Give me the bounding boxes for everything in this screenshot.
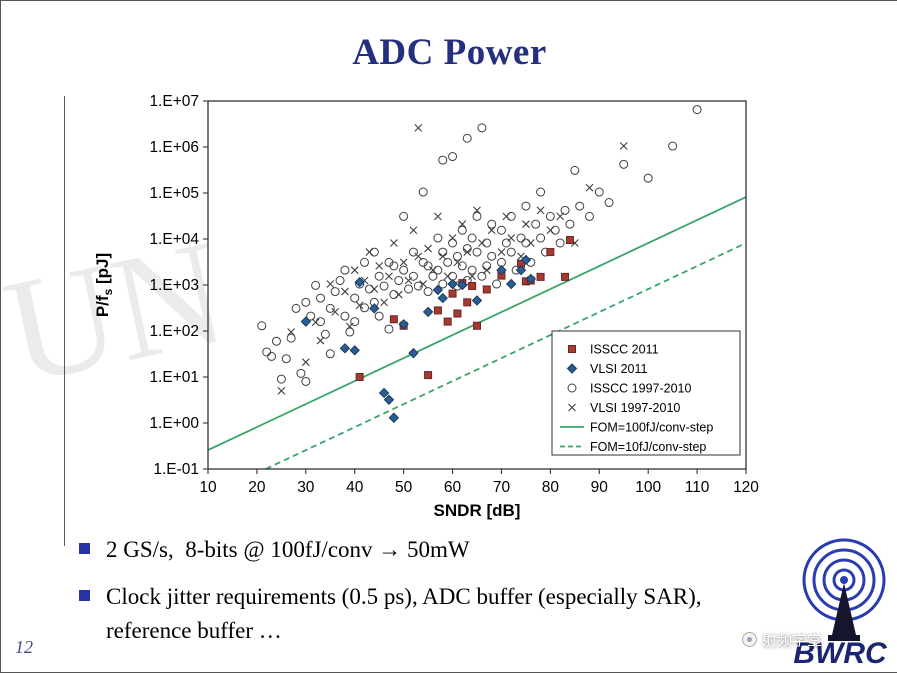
bullet-item: 2 GS/s, 8-bits @ 100fJ/conv → 50mW (79, 533, 839, 568)
svg-text:ISSCC 2011: ISSCC 2011 (590, 343, 659, 357)
series-vlsi-1997-2010 (277, 124, 628, 395)
svg-text:100: 100 (635, 479, 661, 496)
chinese-watermark-text: 射频学堂 (761, 632, 822, 649)
svg-text:1.E+02: 1.E+02 (149, 323, 199, 340)
svg-text:VLSI 1997-2010: VLSI 1997-2010 (590, 401, 680, 415)
svg-text:1.E-01: 1.E-01 (153, 461, 199, 478)
scatter-plot: 1.E+07 1.E+06 1.E+05 1.E+04 1.E+03 1.E+02 1.E+… (93, 93, 759, 520)
adc-power-chart: 1.E+07 1.E+06 1.E+05 1.E+04 1.E+03 1.E+02 1.E+… (86, 87, 761, 539)
decorative-vertical-line (64, 96, 65, 546)
bwrc-logo-text: BWRC (793, 637, 888, 667)
bullet-text: Clock jitter requirements (0.5 ps), ADC … (106, 583, 708, 644)
bullet-square-icon (79, 589, 90, 601)
svg-text:120: 120 (733, 479, 759, 496)
svg-text:FOM=100fJ/conv-step: FOM=100fJ/conv-step (590, 421, 713, 435)
svg-text:1.E+06: 1.E+06 (149, 139, 199, 156)
bullet-square-icon (79, 543, 90, 554)
svg-text:1.E+04: 1.E+04 (149, 231, 199, 248)
chinese-watermark: 射频学堂 (741, 629, 822, 650)
svg-text:1.E+01: 1.E+01 (149, 369, 199, 386)
page-title: ADC Power (352, 32, 547, 73)
svg-text:20: 20 (248, 479, 266, 496)
y-axis-title: P/fs [pJ] (93, 253, 115, 317)
x-axis-title: SNDR [dB] (434, 501, 521, 520)
bullet-text: 2 GS/s, 8-bits @ 100fJ/conv → 50mW (106, 537, 470, 562)
svg-text:70: 70 (493, 479, 511, 496)
svg-text:80: 80 (542, 479, 560, 496)
svg-text:30: 30 (297, 479, 315, 496)
svg-text:1.E+00: 1.E+00 (149, 415, 199, 432)
legend: ISSCC 2011 VLSI 2011 ISSCC 1997-2010 VLSI 1… (551, 330, 741, 456)
svg-text:50: 50 (395, 479, 413, 496)
svg-text:10: 10 (199, 479, 217, 496)
y-axis: 1.E+07 1.E+06 1.E+05 1.E+04 1.E+03 1.E+02 1.E+… (149, 93, 208, 478)
page-number: 12 (15, 637, 33, 657)
tower-icon (828, 583, 860, 641)
svg-text:40: 40 (346, 479, 364, 496)
svg-text:90: 90 (591, 479, 609, 496)
svg-text:FOM=10fJ/conv-step: FOM=10fJ/conv-step (590, 440, 706, 454)
radio-waves-center (840, 576, 848, 584)
svg-text:1.E+07: 1.E+07 (149, 93, 199, 110)
svg-text:1.E+03: 1.E+03 (149, 277, 199, 294)
series-isscc-1997-2010 (257, 105, 702, 386)
x-axis: 10 20 30 40 50 60 70 80 90 100 110 120 (199, 469, 759, 496)
svg-text:110: 110 (685, 479, 710, 496)
bwrc-logo: BWRC (784, 535, 896, 672)
bullet-item: Clock jitter requirements (0.5 ps), ADC … (79, 580, 839, 649)
plot-frame (207, 100, 747, 470)
svg-text:60: 60 (444, 479, 462, 496)
svg-text:ISSCC 1997-2010: ISSCC 1997-2010 (590, 382, 692, 396)
series-vlsi-2011 (300, 254, 537, 423)
svg-text:VLSI 2011: VLSI 2011 (590, 362, 648, 376)
bwrc-logo-graphic: BWRC (793, 538, 888, 670)
watermark-icon (741, 632, 757, 647)
svg-text:1.E+05: 1.E+05 (149, 185, 199, 202)
bullet-list: 2 GS/s, 8-bits @ 100fJ/conv → 50mW Clock… (79, 533, 839, 661)
